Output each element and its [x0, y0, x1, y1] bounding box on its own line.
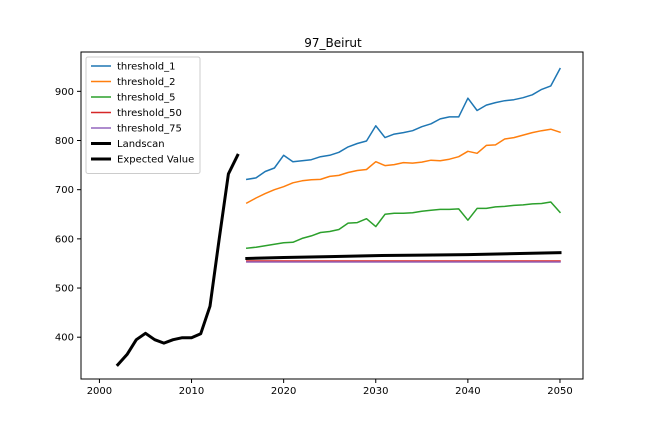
series-line-threshold-2 [245, 128, 561, 205]
legend-label-threshold-2: threshold_2 [117, 77, 175, 88]
legend-label-threshold-50: threshold_50 [117, 108, 182, 119]
legend-label-expected-value: Expected Value [117, 155, 194, 166]
legend: threshold_1 threshold_2 threshold_5thresho… [85, 56, 201, 174]
legend-label-threshold-5: threshold_5 [117, 93, 175, 104]
legend-label-landscan: Landscan [117, 139, 165, 150]
x-tick-label: 2030 [363, 386, 388, 397]
x-tick-label: 2050 [547, 386, 572, 397]
x-tick-label: 2020 [271, 386, 296, 397]
y-tick-label: 400 [55, 333, 74, 344]
series-line-landscan [115, 153, 240, 367]
series-line-threshold-1 [245, 67, 562, 181]
series-layer [115, 67, 562, 367]
y-tick-label: 500 [55, 284, 74, 295]
y-tick-label: 900 [55, 87, 74, 98]
plot-frame [80, 51, 584, 380]
y-tick-label: 700 [55, 185, 74, 196]
x-tick-label: 2040 [455, 386, 480, 397]
legend-label-threshold-1: threshold_1 [117, 62, 175, 73]
y-tick-label: 800 [55, 136, 74, 147]
x-tick-label: 2010 [179, 386, 204, 397]
axes-layer: 2000 2010 2020 2030 2040 2050 400 500 600 700 800 9… [55, 51, 584, 397]
y-tick-label: 600 [55, 234, 74, 245]
x-tick-label: 2000 [87, 386, 112, 397]
series-line-expected-value [245, 251, 562, 261]
chart-title: 97_Beirut [304, 36, 362, 50]
legend-box [85, 56, 201, 174]
series-line-threshold-5 [245, 201, 562, 250]
legend-label-threshold-75: threshold_75 [117, 124, 182, 135]
